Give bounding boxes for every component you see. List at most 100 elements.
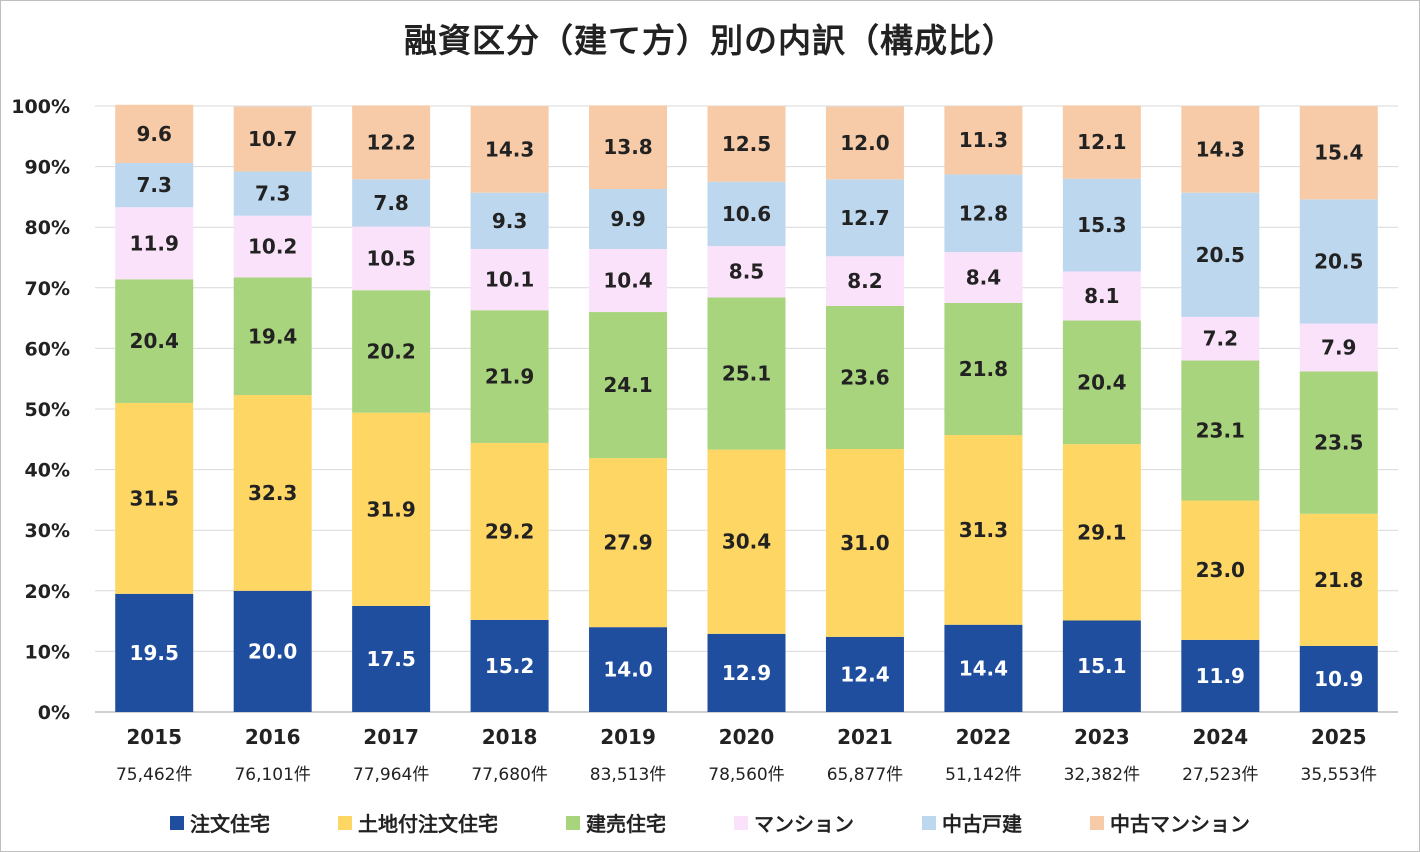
y-tick-label: 100%	[11, 96, 70, 118]
bar-segment	[470, 106, 549, 193]
count-label: 65,877件	[827, 765, 903, 785]
bar-segment	[1181, 360, 1260, 501]
x-tick-label: 2024	[1192, 725, 1248, 749]
bar-segment	[707, 297, 786, 450]
x-tick-label: 2022	[956, 725, 1012, 749]
bar-segment	[825, 448, 904, 637]
x-tick-label: 2017	[363, 725, 419, 749]
data-label: 21.9	[485, 365, 534, 389]
data-label: 11.3	[959, 128, 1008, 152]
bar-segment	[352, 226, 431, 291]
data-label: 23.1	[1196, 419, 1245, 443]
y-tick-label: 0%	[38, 702, 70, 724]
count-label: 27,523件	[1182, 765, 1258, 785]
data-label: 12.1	[1077, 130, 1126, 154]
data-label: 14.3	[485, 137, 534, 161]
bar-segment	[233, 215, 312, 278]
bar-segment	[115, 593, 194, 712]
data-label: 10.1	[485, 268, 534, 292]
data-label: 32.3	[248, 481, 297, 505]
data-label: 15.4	[1314, 141, 1363, 165]
data-label: 15.1	[1077, 654, 1126, 678]
bar-segment	[944, 435, 1023, 625]
data-label: 12.0	[840, 131, 889, 155]
data-label: 14.4	[959, 656, 1008, 680]
bar-segment	[1181, 192, 1260, 317]
bar-segment	[1299, 645, 1378, 712]
data-label: 31.0	[840, 531, 889, 555]
data-label: 20.2	[366, 339, 415, 363]
bar-segment	[1299, 106, 1378, 200]
y-tick-label: 60%	[25, 338, 70, 360]
data-label: 21.8	[1314, 568, 1363, 592]
bar-segment	[1181, 316, 1260, 361]
data-label: 7.9	[1321, 335, 1356, 359]
legend-swatch	[1090, 815, 1104, 830]
y-tick-label: 20%	[25, 581, 70, 603]
data-label: 13.8	[603, 135, 652, 159]
bar-segment	[115, 207, 194, 280]
bar-segment	[352, 412, 431, 606]
bar-segment	[470, 192, 549, 250]
bar-segment	[1299, 323, 1378, 372]
data-label: 19.4	[248, 324, 297, 348]
bar-segment	[1062, 105, 1141, 179]
data-label: 29.2	[485, 519, 534, 543]
legend-item: 土地付注文住宅	[338, 808, 498, 837]
bar-segment	[1299, 371, 1378, 514]
legend-swatch	[734, 815, 748, 830]
data-label: 12.4	[840, 662, 889, 686]
legend-item: 建売住宅	[566, 808, 666, 837]
bar-segment	[233, 171, 312, 216]
bar-segment	[825, 305, 904, 449]
count-label: 32,382件	[1064, 765, 1140, 785]
bar-segment	[470, 249, 549, 311]
bar-segment	[1062, 444, 1141, 621]
bar-segment	[233, 277, 312, 396]
data-label: 23.6	[840, 365, 889, 389]
data-label: 11.9	[1196, 664, 1245, 688]
y-tick-label: 90%	[25, 157, 70, 179]
x-tick-label: 2016	[245, 725, 301, 749]
x-tick-label: 2015	[126, 725, 182, 749]
bar-segment	[589, 458, 668, 628]
data-label: 31.3	[959, 518, 1008, 542]
data-label: 12.2	[366, 130, 415, 154]
data-label: 20.4	[1077, 370, 1126, 394]
data-label: 27.9	[603, 531, 652, 555]
bar-segment	[589, 627, 668, 712]
legend-item: 注文住宅	[170, 808, 270, 837]
data-label: 7.3	[137, 173, 172, 197]
data-label: 24.1	[603, 373, 652, 397]
legend-swatch	[566, 815, 580, 830]
bar-segment	[944, 252, 1023, 303]
bar-segment	[944, 174, 1023, 253]
bar-segment	[707, 449, 786, 634]
bar-segment	[589, 105, 668, 190]
y-tick-label: 70%	[25, 278, 70, 300]
count-label: 76,101件	[234, 765, 310, 785]
chart-title: 融資区分（建て方）別の内訳（構成比）	[404, 21, 1016, 60]
bar-segment	[1299, 513, 1378, 646]
data-label: 9.6	[137, 122, 172, 146]
bar-segment	[1062, 271, 1141, 321]
bar-segment	[944, 624, 1023, 712]
data-label: 10.4	[603, 269, 652, 293]
legend-item: 中古戸建	[922, 808, 1022, 837]
bar-segment	[115, 104, 194, 163]
bar-segment	[115, 402, 194, 594]
legend-label: マンション	[754, 812, 854, 836]
y-tick-label: 50%	[25, 399, 70, 421]
bar-segment	[589, 312, 668, 459]
data-label: 25.1	[722, 362, 771, 386]
legend-swatch	[338, 815, 352, 830]
legend-item: 中古マンション	[1090, 808, 1250, 837]
data-label: 15.3	[1077, 213, 1126, 237]
bar-segment	[825, 636, 904, 712]
bar-segment	[589, 189, 668, 250]
data-label: 21.8	[959, 357, 1008, 381]
bar-segment	[825, 106, 904, 180]
count-label: 83,513件	[590, 765, 666, 785]
bar-segment	[1062, 178, 1141, 272]
